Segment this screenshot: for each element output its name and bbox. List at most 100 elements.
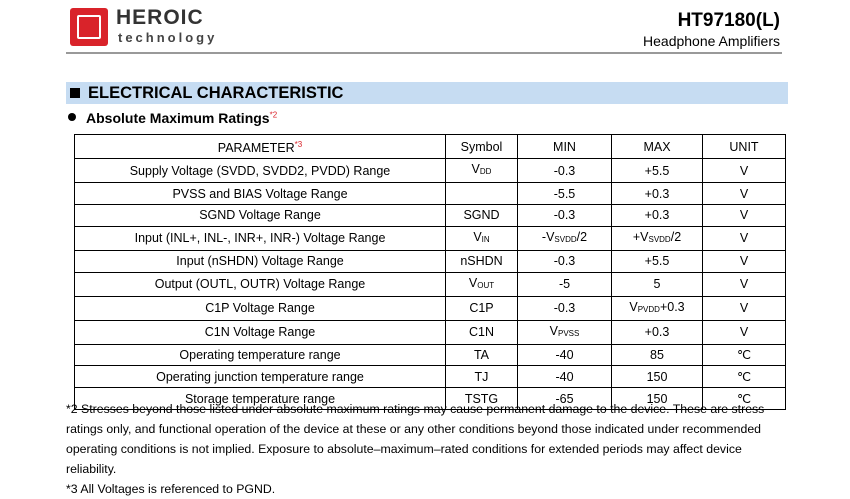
cell: +5.5	[611, 249, 703, 273]
cell-part: V	[468, 275, 478, 290]
cell: 150	[611, 365, 703, 389]
cell: ℃	[702, 387, 786, 410]
cell: Operating junction temperature range	[74, 365, 446, 389]
cell: -0.3	[517, 249, 612, 273]
cell: V	[702, 182, 786, 205]
header-cell: MIN	[517, 133, 612, 160]
cell: 150	[611, 387, 703, 410]
note: *3 All Voltages is referenced to PGND.	[66, 482, 276, 496]
ratings-table: PARAMETER*3 Symbol MIN MAX UNIT Supply Voltag…	[74, 133, 786, 410]
cell-part: /2	[670, 229, 682, 244]
row: Output (OUTL, OUTR) Voltage Range VOUT -5 5…	[74, 271, 786, 297]
cell: -40	[517, 365, 612, 389]
section-title: ELECTRICAL CHARACTERISTIC	[88, 84, 344, 102]
cell: +0.3	[611, 203, 703, 227]
cell-part: SVDD	[648, 234, 671, 244]
cell: SGND	[445, 203, 518, 227]
cell: -65	[517, 387, 612, 410]
cell: +0.3	[611, 319, 703, 345]
cell: nSHDN	[445, 249, 518, 273]
cell-part: V	[473, 229, 482, 244]
notes: *2 Stresses beyond those listed under ab…	[66, 399, 786, 499]
cell: V	[702, 295, 786, 321]
product: Headphone Amplifiers	[643, 33, 780, 49]
row: Operating temperature range TA -40 85 ℃	[74, 343, 786, 367]
row: C1N Voltage Range C1N VPVSS +0.3 V	[74, 319, 786, 345]
cell: +5.5	[611, 158, 703, 184]
cell-part: PVDD	[637, 304, 660, 314]
cell: Input (nSHDN) Voltage Range	[74, 249, 446, 273]
cell-part: V	[629, 299, 638, 314]
cell: VIN	[445, 225, 518, 251]
cell: V	[702, 203, 786, 227]
cell: SGND Voltage Range	[74, 203, 446, 227]
row: PVSS and BIAS Voltage Range -5.5 +0.3 V	[74, 182, 786, 205]
cell-part: PVSS	[558, 328, 580, 338]
row: Input (INL+, INL-, INR+, INR-) Voltage R…	[74, 225, 786, 251]
cell: VPVDD+0.3	[611, 295, 703, 321]
cell-part: +V	[632, 229, 649, 244]
cell: -0.3	[517, 203, 612, 227]
cell: Supply Voltage (SVDD, SVDD2, PVDD) Range	[74, 158, 446, 184]
cell: VDD	[445, 158, 518, 184]
cell: C1N Voltage Range	[74, 319, 446, 345]
cell: C1P Voltage Range	[74, 295, 446, 321]
note-ref: *2	[269, 110, 278, 120]
section-bar: ELECTRICAL CHARACTERISTIC	[66, 82, 788, 104]
header-cell: Symbol	[445, 133, 518, 160]
row: Input (nSHDN) Voltage Range nSHDN -0.3 +5.5…	[74, 249, 786, 273]
cell-part: +0.3	[659, 299, 685, 314]
cell-part: V	[549, 323, 558, 338]
cell: -40	[517, 343, 612, 367]
cell: VOUT	[445, 271, 518, 297]
cell-part: -V	[541, 229, 555, 244]
cell: Operating temperature range	[74, 343, 446, 367]
header-row: PARAMETER*3 Symbol MIN MAX UNIT	[74, 133, 786, 160]
cell: TA	[445, 343, 518, 367]
note: *2 Stresses beyond those listed under ab…	[66, 402, 765, 476]
cell: V	[702, 271, 786, 297]
cell: 85	[611, 343, 703, 367]
cell: V	[702, 319, 786, 345]
brand-sub: technology	[118, 30, 218, 45]
row: C1P Voltage Range C1P -0.3 VPVDD+0.3 V	[74, 295, 786, 321]
cell: +0.3	[611, 182, 703, 205]
part-number: HT97180(L)	[677, 10, 780, 31]
cell: V	[702, 249, 786, 273]
subsection: Absolute Maximum Ratings*2	[68, 110, 277, 126]
cell-part: DD	[479, 167, 492, 177]
cell: ℃	[702, 343, 786, 367]
cell	[445, 182, 518, 205]
cell: -5.5	[517, 182, 612, 205]
cell: -5	[517, 271, 612, 297]
cell: V	[702, 225, 786, 251]
brand: HEROIC	[116, 6, 204, 29]
cell: -0.3	[517, 158, 612, 184]
logo	[70, 8, 108, 46]
header-cell: PARAMETER*3	[74, 133, 446, 160]
row: Storage temperature range TSTG -65 150 ℃	[74, 387, 786, 410]
cell: -0.3	[517, 295, 612, 321]
cell-part: OUT	[477, 280, 495, 290]
cell: +VSVDD/2	[611, 225, 703, 251]
cell: TJ	[445, 365, 518, 389]
cell: V	[702, 158, 786, 184]
cell: C1N	[445, 319, 518, 345]
cell: VPVSS	[517, 319, 612, 345]
row: Supply Voltage (SVDD, SVDD2, PVDD) Range…	[74, 158, 786, 184]
cell-part: IN	[481, 234, 490, 244]
cell: Storage temperature range	[74, 387, 446, 410]
cell-part: V	[471, 162, 480, 177]
cell: Input (INL+, INL-, INR+, INR-) Voltage R…	[74, 225, 446, 251]
cell: -VSVDD/2	[517, 225, 612, 251]
row: SGND Voltage Range SGND -0.3 +0.3 V	[74, 203, 786, 227]
cell: Output (OUTL, OUTR) Voltage Range	[74, 271, 446, 297]
header-rule	[66, 52, 782, 54]
cell-part: *3	[294, 140, 303, 149]
cell: C1P	[445, 295, 518, 321]
cell-part: PARAMETER	[217, 141, 295, 156]
cell: PVSS and BIAS Voltage Range	[74, 182, 446, 205]
cell: 5	[611, 271, 703, 297]
cell: ℃	[702, 365, 786, 389]
